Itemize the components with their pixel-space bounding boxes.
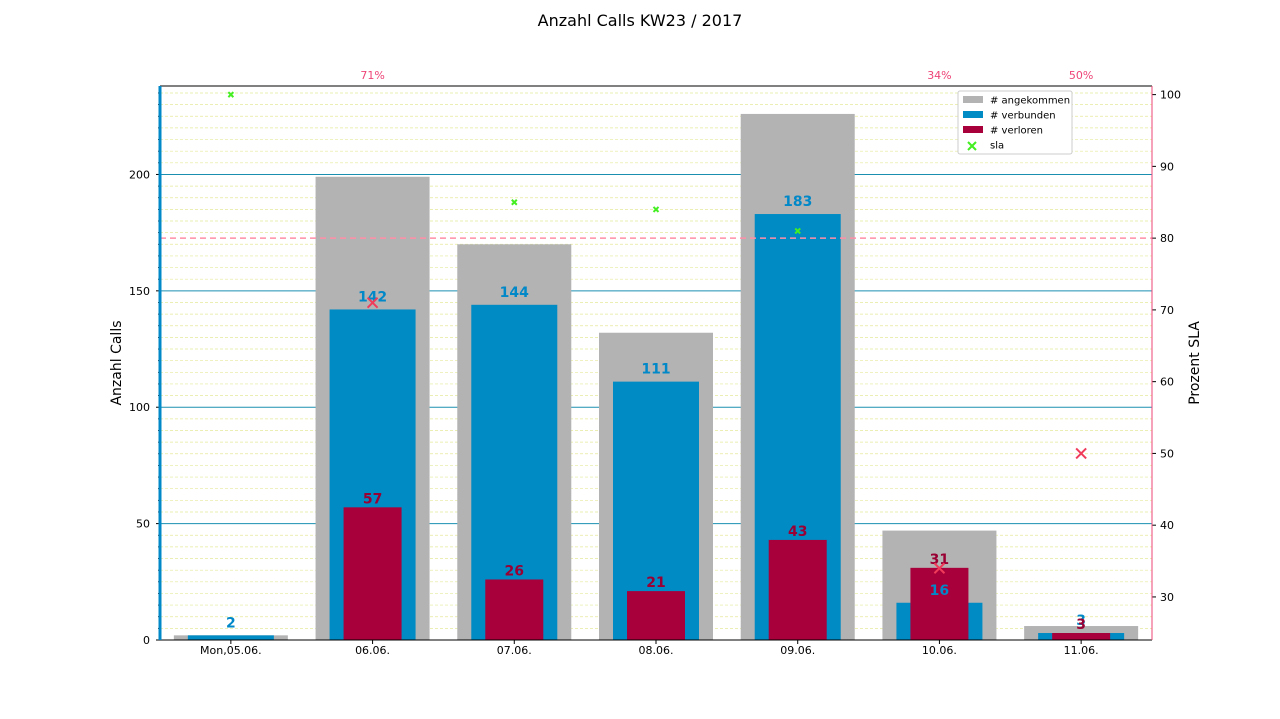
y-left-tick-label: 50	[136, 518, 150, 531]
sla-percent-label: 71%	[360, 69, 384, 82]
label-verloren: 21	[646, 575, 665, 591]
y-right-tick-label: 50	[1160, 447, 1174, 460]
sla-point	[366, 297, 379, 309]
y-right-tick-label: 60	[1160, 376, 1174, 389]
plot-area: 0 50 100 150 200 30 40 50 60 70 80 90 100 2 142 57 144 26…	[129, 69, 1181, 657]
y-axis-left-label: Anzahl Calls	[109, 320, 125, 405]
bar-verloren	[1052, 633, 1111, 640]
label-verbunden: 16	[930, 583, 949, 599]
sla-point	[933, 562, 946, 574]
legend: # angekommen # verbunden # verloren sla	[957, 90, 1073, 155]
y-left-tick-label: 150	[129, 285, 150, 298]
sla-point-stroke	[1075, 447, 1087, 460]
y-right-tick-label: 70	[1160, 304, 1174, 317]
x-tick-label: 11.06.	[1064, 644, 1099, 657]
legend-label: # verloren	[990, 126, 1043, 137]
x-tick-label: Mon,05.06.	[200, 644, 262, 657]
bar-verloren	[627, 591, 685, 640]
legend-label: # verbunden	[990, 111, 1056, 122]
y-left-tick-label: 0	[143, 634, 150, 647]
label-verloren: 43	[788, 524, 807, 540]
sla-point	[511, 199, 518, 206]
y-right-tick-label: 100	[1160, 89, 1181, 102]
legend-swatch	[963, 111, 983, 118]
chart-title: Anzahl Calls KW23 / 2017	[538, 11, 743, 30]
label-verloren: 3	[1076, 617, 1086, 633]
label-verloren: 26	[505, 563, 524, 579]
legend-swatch	[963, 126, 983, 133]
x-tick-label: 06.06.	[355, 644, 390, 657]
sla-point-stroke	[652, 206, 660, 213]
label-verbunden: 142	[358, 289, 387, 305]
legend-label: # angekommen	[990, 96, 1070, 107]
sla-point	[652, 206, 660, 213]
bar-verloren	[485, 579, 544, 640]
legend-swatch	[963, 96, 983, 103]
legend-marker	[967, 141, 977, 151]
x-tick-label: 10.06.	[922, 644, 957, 657]
sla-percent-label: 34%	[927, 69, 951, 82]
bar-verloren	[343, 507, 402, 640]
y-left-tick-label: 100	[129, 401, 150, 414]
y-right-tick-label: 30	[1160, 591, 1174, 604]
x-tick-label: 07.06.	[497, 644, 532, 657]
y-right-tick-label: 90	[1160, 160, 1174, 173]
label-verbunden: 2	[226, 615, 236, 631]
y-right-tick-label: 80	[1160, 232, 1174, 245]
label-verloren: 31	[930, 552, 949, 568]
sla-point-stroke	[227, 91, 235, 98]
label-verbunden: 183	[783, 194, 812, 210]
legend-box	[957, 90, 1073, 155]
sla-point-stroke	[511, 199, 518, 206]
bar-verloren	[768, 539, 827, 640]
sla-point-stroke	[794, 227, 801, 235]
sla-point	[794, 227, 801, 235]
label-verbunden: 3	[1076, 613, 1086, 629]
sla-percent-label: 50%	[1069, 69, 1093, 82]
label-verloren: 57	[363, 491, 382, 507]
sla-point	[1075, 447, 1087, 460]
sla-point	[227, 91, 235, 98]
y-axis-right-label: Prozent SLA	[1187, 321, 1203, 405]
x-tick-label: 09.06.	[780, 644, 815, 657]
legend-label: sla	[990, 141, 1004, 152]
label-verbunden: 111	[641, 362, 670, 378]
bar-verbunden	[187, 635, 274, 640]
label-verbunden: 144	[500, 285, 529, 301]
y-left-tick-label: 200	[129, 168, 150, 181]
sla-point-stroke	[366, 297, 379, 309]
y-right-tick-label: 40	[1160, 519, 1174, 532]
sla-point-stroke	[933, 562, 946, 574]
bar-verloren	[910, 567, 969, 640]
x-tick-label: 08.06.	[639, 644, 674, 657]
